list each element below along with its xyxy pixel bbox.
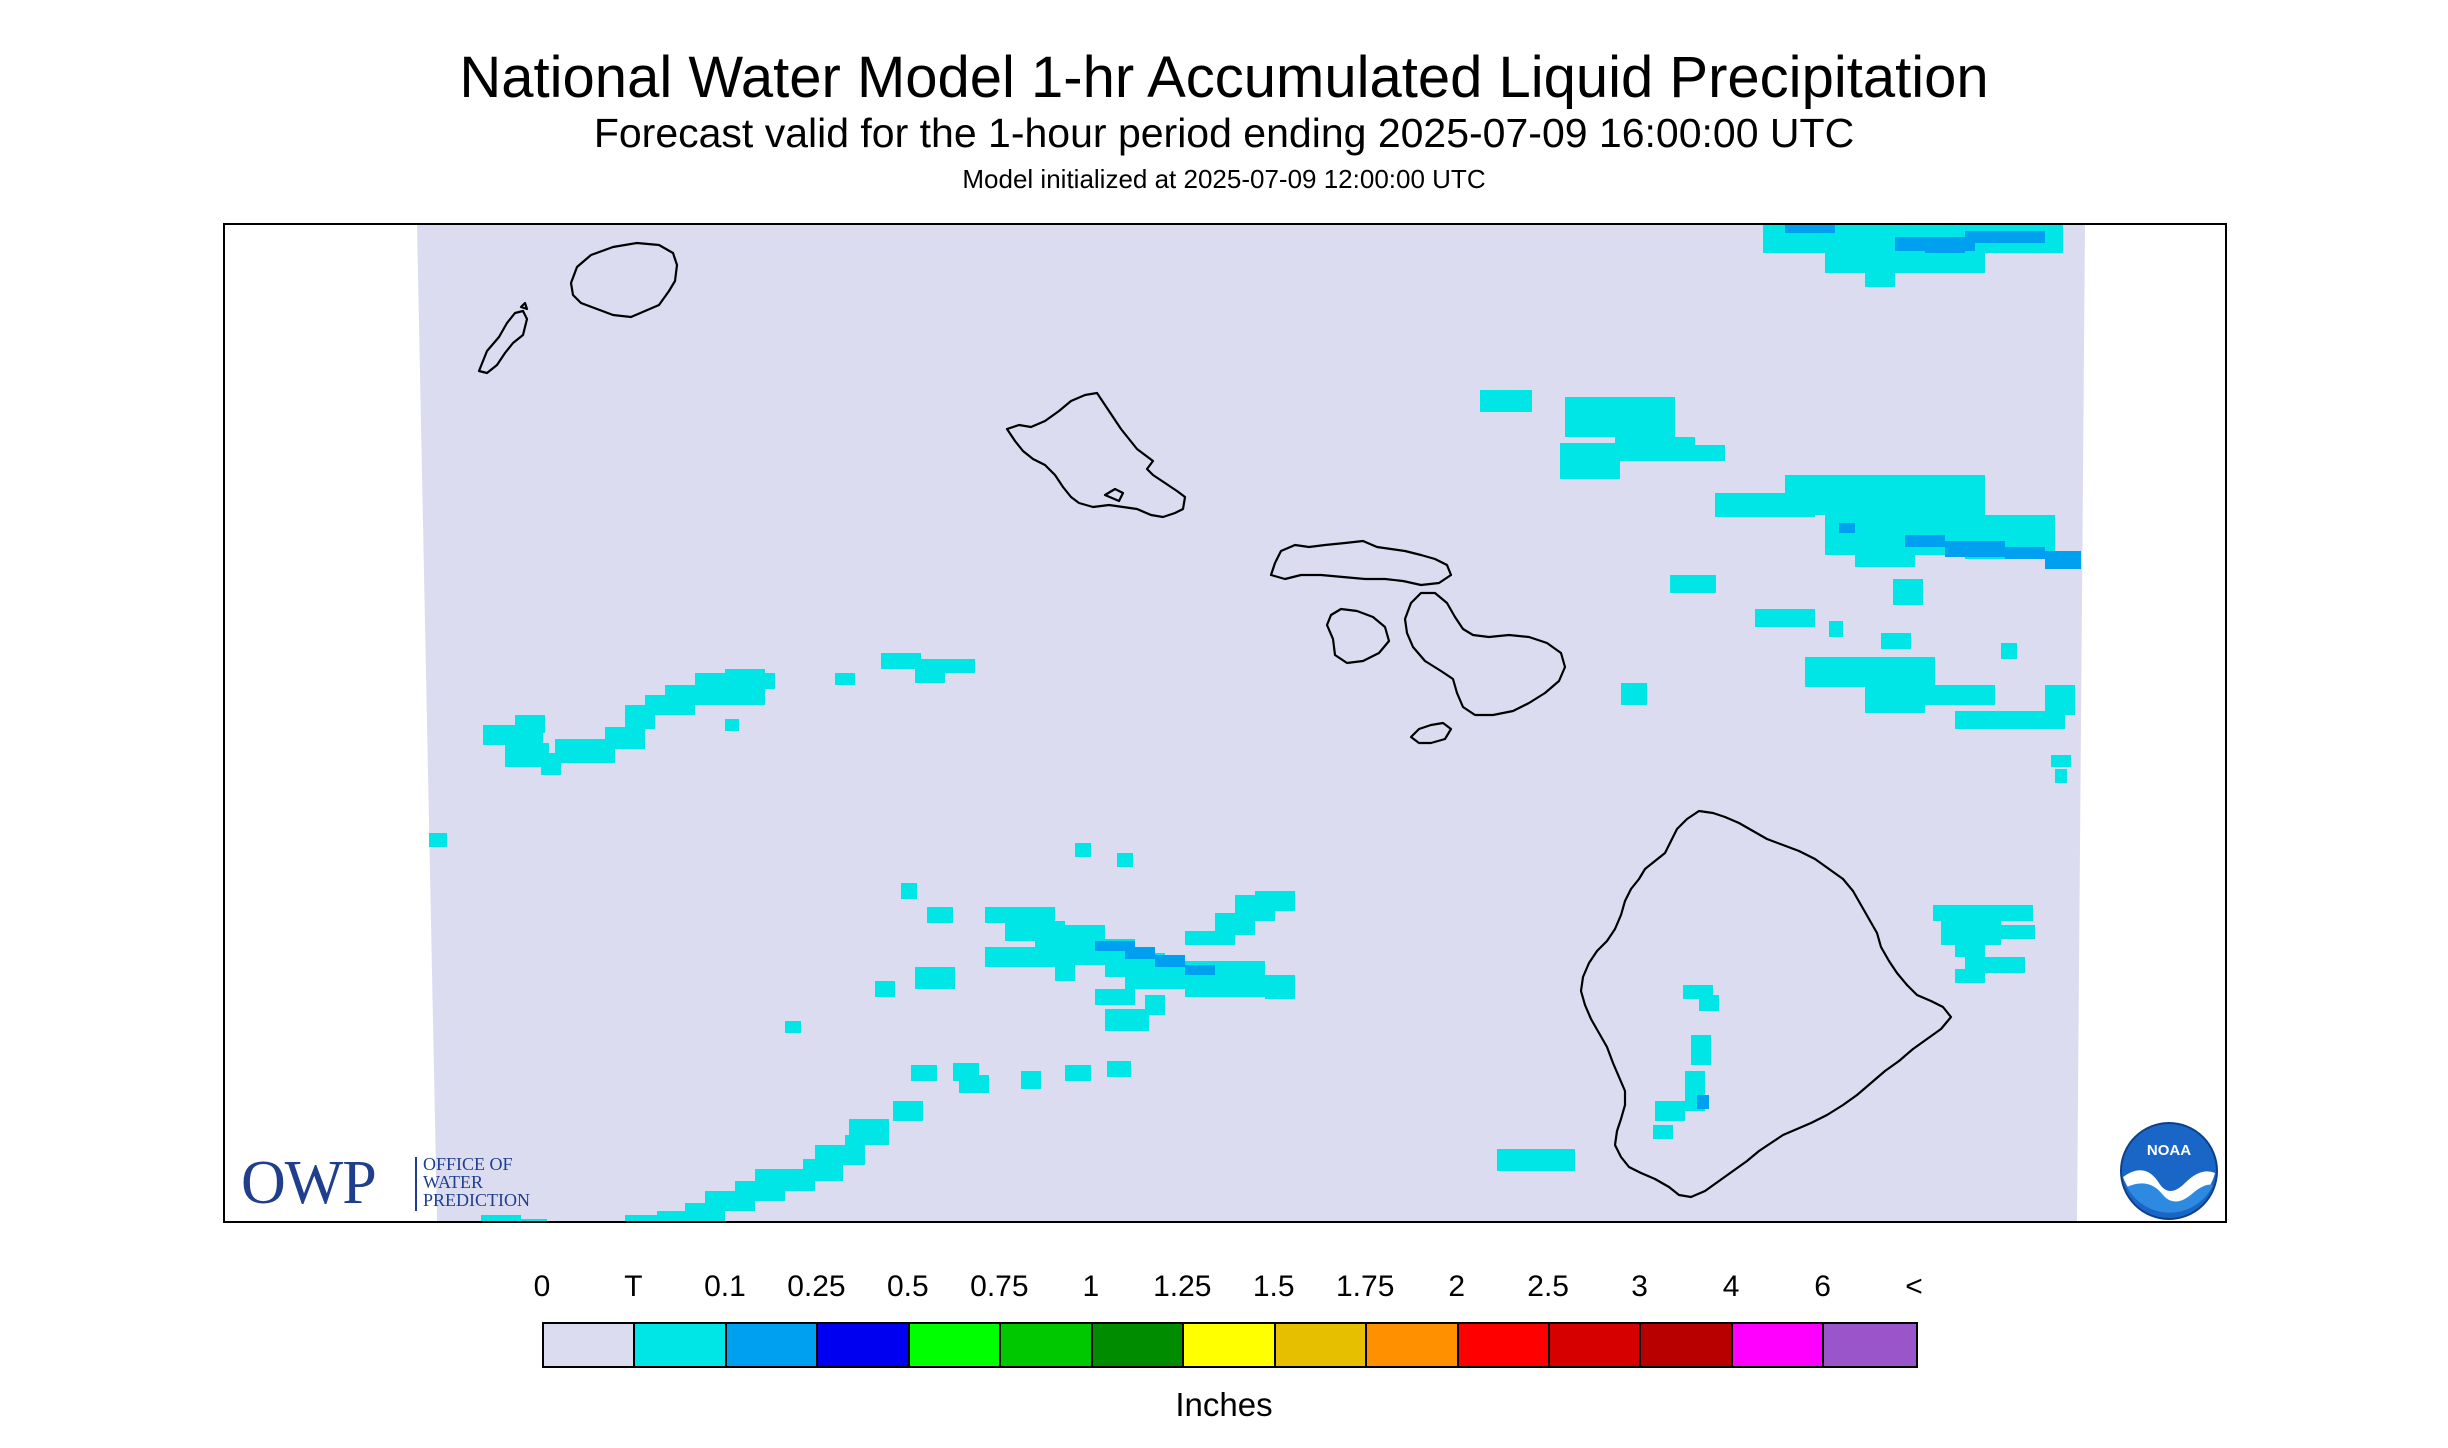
legend-labels: 0 T 0.1 0.25 0.5 0.75 1 1.25 1.5 1.75 2 2.5 3 4 6 < [0, 1270, 2448, 1310]
legend-tick-label: 0.5 [887, 1270, 929, 1303]
map-subtitle: Forecast valid for the 1-hour period end… [593, 110, 1855, 156]
legend-swatch [1458, 1324, 1550, 1366]
model-init-time: Model initialized at 2025-07-09 12:00:00… [962, 164, 1486, 194]
legend-swatch [1824, 1324, 1916, 1366]
owp-logo-line: WATER [423, 1172, 483, 1192]
legend-tick-label: 3 [1631, 1270, 1648, 1303]
precip-trace-layer [429, 225, 2075, 1221]
map-title: National Water Model 1-hr Accumulated Li… [459, 45, 1989, 110]
map-frame: OWP OFFICE OF WATER PREDICTION NOAA [223, 223, 2227, 1223]
legend-swatch [1732, 1324, 1825, 1366]
legend-swatch [1641, 1324, 1733, 1366]
island-maui [1403, 591, 1567, 717]
legend-swatch [1092, 1324, 1185, 1366]
legend-tick-label: 2.5 [1527, 1270, 1569, 1303]
precip-0-1-layer [1095, 225, 2081, 1109]
island-niihau [477, 301, 529, 375]
legend-colorbar [542, 1322, 1918, 1368]
owp-logo-text: OFFICE OF WATER PREDICTION [423, 1155, 530, 1209]
coastlines [477, 241, 1953, 1199]
owp-logo-line: OFFICE OF [423, 1154, 513, 1174]
owp-logo-divider [415, 1157, 417, 1211]
owp-logo-letters: OWP [241, 1149, 377, 1217]
legend-swatch [726, 1324, 819, 1366]
noaa-logo-icon: NOAA [2120, 1122, 2218, 1220]
legend-tick-label: 0 [533, 1270, 551, 1303]
island-molokai [1269, 539, 1453, 587]
legend-tick-label: 4 [1722, 1270, 1740, 1303]
island-kahoolawe [1409, 721, 1453, 745]
legend-tick-label: 1.25 [1153, 1270, 1212, 1303]
legend-swatch [818, 1324, 910, 1366]
legend-swatch [1367, 1324, 1459, 1366]
island-hawaii [1579, 809, 1953, 1199]
legend-units: Inches [1175, 1386, 1273, 1423]
legend-tick-label: 1.5 [1252, 1270, 1295, 1303]
island-kauai [569, 241, 679, 319]
island-oahu [1005, 391, 1187, 519]
owp-logo-line: PREDICTION [423, 1190, 530, 1210]
legend-tick-label: 0.1 [704, 1270, 746, 1303]
precip-map [417, 225, 2085, 1221]
model-domain [417, 225, 2085, 1221]
legend-swatch [1001, 1324, 1093, 1366]
legend-tick-label: 1.75 [1335, 1270, 1395, 1303]
legend-swatch [635, 1324, 727, 1366]
legend-swatch [909, 1324, 1002, 1366]
legend-tick-label: T [624, 1270, 643, 1303]
legend-swatch [1549, 1324, 1642, 1366]
legend-tick-label: 0.75 [970, 1270, 1029, 1303]
legend-swatch [1275, 1324, 1368, 1366]
legend-tick-label: 2 [1448, 1270, 1465, 1303]
legend-tick-label: < [1905, 1270, 1923, 1303]
legend-tick-label: 1 [1082, 1270, 1100, 1303]
island-lanai [1325, 607, 1391, 665]
noaa-logo-text: NOAA [2147, 1142, 2191, 1159]
legend-swatch [1184, 1324, 1276, 1366]
legend-tick-label: 6 [1814, 1270, 1831, 1303]
legend-tick-label: 0.25 [787, 1270, 846, 1303]
legend-swatch [544, 1324, 636, 1366]
